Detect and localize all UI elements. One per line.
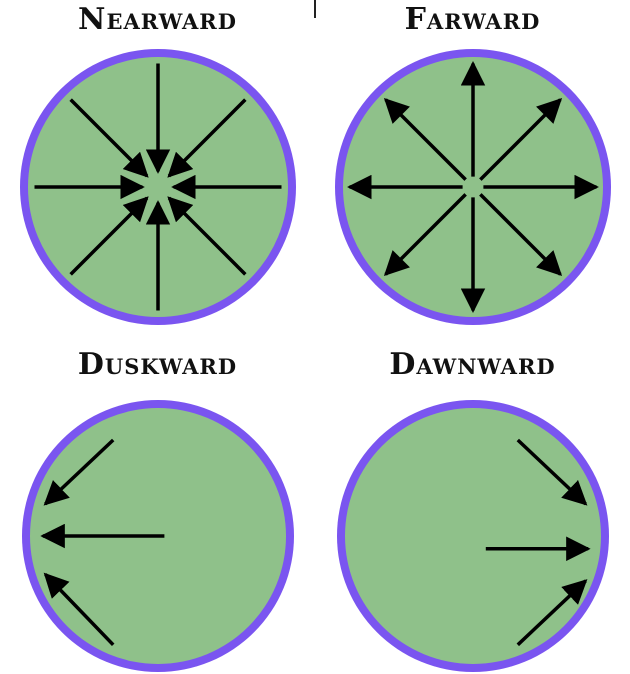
arrow-3 [516, 579, 588, 647]
arrow-8 [479, 97, 563, 181]
panel-title-dawnward: Dawnward [389, 347, 556, 382]
panel-title-nearward: Nearward [78, 2, 237, 37]
arrow-6 [383, 97, 467, 181]
arrow-8 [167, 98, 247, 178]
panel-title-farward: Farward [404, 2, 541, 37]
panel-farward: Farward [315, 0, 630, 337]
arrow-4 [69, 196, 149, 276]
moon-diagram-nearward [20, 49, 296, 325]
arrow-2 [479, 193, 563, 277]
panel-title-duskward: Duskward [77, 347, 238, 382]
moon-surface [345, 408, 601, 664]
top-divider-mark [314, 0, 316, 18]
moon-diagram-dawnward [337, 400, 609, 672]
moon-diagram-duskward [22, 400, 294, 672]
panel-nearward: Nearward [0, 0, 315, 337]
arrow-6 [69, 98, 149, 178]
arrow-2 [167, 196, 247, 276]
arrow-4 [383, 193, 467, 277]
arrow-1 [43, 438, 115, 506]
panel-duskward: Duskward [0, 337, 315, 674]
arrow-1 [516, 438, 588, 506]
moon-diagram-farward [335, 49, 611, 325]
arrow-3 [43, 572, 115, 647]
panel-dawnward: Dawnward [315, 337, 630, 674]
